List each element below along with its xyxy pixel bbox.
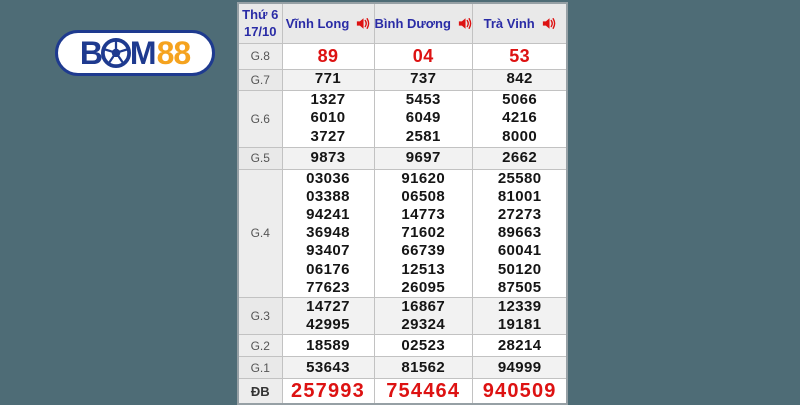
- result-cell: 9873: [281, 146, 375, 170]
- result-cell: 12339 19181: [471, 296, 568, 336]
- result-cell: 28214: [471, 334, 568, 358]
- draw-date: 17/10: [243, 24, 277, 40]
- prize-label: G.4: [237, 168, 283, 298]
- result-row-g5: G.5 9873 9697 2662: [237, 146, 568, 170]
- speaker-icon[interactable]: [542, 17, 556, 30]
- result-cell: 2662: [471, 146, 568, 170]
- column-header-tra-vinh: Trà Vinh: [471, 2, 568, 44]
- result-cell: 16867 29324: [373, 296, 473, 336]
- result-cell: 14727 42995: [281, 296, 375, 336]
- draw-day: Thứ 6: [242, 7, 279, 23]
- table-header-row: Thứ 6 17/10 Vĩnh Long Bình Dương Trà Vin…: [237, 2, 568, 44]
- result-cell: 03036 03388 94241 36948 93407 06176 77623: [281, 168, 375, 298]
- result-cell: 771: [281, 68, 375, 91]
- result-cell: 940509: [471, 378, 568, 405]
- result-row-g7: G.7 771 737 842: [237, 68, 568, 91]
- result-cell: 9697: [373, 146, 473, 170]
- result-cell: 02523: [373, 334, 473, 358]
- result-row-g8: G.8 89 04 53: [237, 42, 568, 70]
- result-row-g6: G.6 1327 6010 3727 5453 6049 2581 5066 4216 8000: [237, 89, 568, 148]
- result-cell: 53: [471, 42, 568, 70]
- result-cell: 94999: [471, 356, 568, 380]
- result-row-g2: G.2 18589 02523 28214: [237, 334, 568, 358]
- soccer-ball-icon: [100, 38, 131, 68]
- prize-label: G.8: [237, 42, 283, 70]
- result-row-đb: ĐB 257993 754464 940509: [237, 378, 568, 405]
- prize-label: G.7: [237, 68, 283, 91]
- prize-label: G.1: [237, 356, 283, 380]
- bom88-logo: B M 88: [55, 30, 215, 76]
- result-cell: 91620 06508 14773 71602 66739 12513 26095: [373, 168, 473, 298]
- prize-label: G.2: [237, 334, 283, 358]
- result-row-g4: G.4 03036 03388 94241 36948 93407 06176 77623 91…: [237, 168, 568, 298]
- result-cell: 5453 6049 2581: [373, 89, 473, 148]
- result-cell: 53643: [281, 356, 375, 380]
- result-row-g3: G.3 14727 42995 16867 29324 12339 19181: [237, 296, 568, 336]
- column-header-vinh-long: Vĩnh Long: [281, 2, 375, 44]
- result-cell: 89: [281, 42, 375, 70]
- prize-label: G.5: [237, 146, 283, 170]
- result-cell: 04: [373, 42, 473, 70]
- speaker-icon[interactable]: [356, 17, 370, 30]
- result-cell: 25580 81001 27273 89663 60041 50120 87505: [471, 168, 568, 298]
- result-cell: 842: [471, 68, 568, 91]
- result-row-g1: G.1 53643 81562 94999: [237, 356, 568, 380]
- result-cell: 737: [373, 68, 473, 91]
- result-cell: 18589: [281, 334, 375, 358]
- speaker-icon[interactable]: [458, 17, 472, 30]
- draw-date-header: Thứ 6 17/10: [237, 2, 283, 44]
- results-body: G.8 89 04 53 G.7 771 737 842 G.6 1327 6010 3727 5453…: [237, 42, 568, 405]
- prize-label: G.6: [237, 89, 283, 148]
- logo-letter-b: B: [79, 35, 103, 71]
- lottery-results-table: Thứ 6 17/10 Vĩnh Long Bình Dương Trà Vin…: [237, 2, 569, 405]
- result-cell: 5066 4216 8000: [471, 89, 568, 148]
- column-header-binh-duong: Bình Dương: [373, 2, 473, 44]
- result-cell: 754464: [373, 378, 473, 405]
- result-cell: 257993: [281, 378, 375, 405]
- prize-label: ĐB: [237, 378, 283, 405]
- result-cell: 1327 6010 3727: [281, 89, 375, 148]
- logo-letter-m: M: [129, 35, 157, 71]
- prize-label: G.3: [237, 296, 283, 336]
- logo-number-88: 88: [156, 35, 192, 71]
- result-cell: 81562: [373, 356, 473, 380]
